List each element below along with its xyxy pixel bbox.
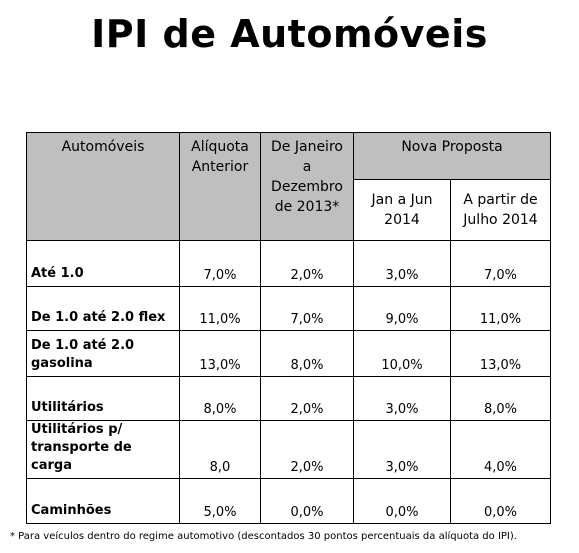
- cell-jan-jun-2014: 3,0%: [353, 376, 451, 421]
- table-row: Utilitários p/ transporte de carga 8,0 2…: [26, 420, 552, 479]
- cell-jan-jun-2014: 0,0%: [353, 478, 451, 524]
- row-label: De 1.0 até 2.0 flex: [26, 286, 180, 331]
- page-title: IPI de Automóveis: [91, 12, 488, 56]
- header-automoveis: Automóveis: [26, 132, 180, 241]
- cell-aliquota-anterior: 8,0: [179, 420, 261, 479]
- cell-aliquota-anterior: 13,0%: [179, 330, 261, 377]
- table-row: Utilitários 8,0% 2,0% 3,0% 8,0%: [26, 376, 552, 421]
- row-label: Até 1.0: [26, 240, 180, 287]
- cell-a-partir-jul-2014: 0,0%: [449, 478, 552, 524]
- cell-a-partir-jul-2014: 8,0%: [449, 376, 552, 421]
- cell-aliquota-anterior: 11,0%: [179, 286, 261, 331]
- header-jan-jun-2014: Jan a Jun 2014: [353, 179, 451, 241]
- cell-jan-dez-2013: 7,0%: [260, 286, 354, 331]
- row-label: Utilitários: [26, 376, 180, 421]
- row-label: Utilitários p/ transporte de carga: [26, 420, 180, 479]
- cell-jan-dez-2013: 0,0%: [260, 478, 354, 524]
- header-aliquota-anterior: Alíquota Anterior: [179, 132, 261, 241]
- table-row: De 1.0 até 2.0 gasolina 13,0% 8,0% 10,0%…: [26, 330, 552, 377]
- cell-jan-dez-2013: 2,0%: [260, 420, 354, 479]
- cell-jan-dez-2013: 2,0%: [260, 240, 354, 287]
- footnote: * Para veículos dentro do regime automot…: [10, 531, 517, 542]
- cell-a-partir-jul-2014: 13,0%: [449, 330, 552, 377]
- ipi-table: Automóveis Alíquota Anterior De Janeiro …: [26, 132, 552, 524]
- header-jan-dez-2013: De Janeiro a Dezembro de 2013*: [260, 132, 354, 241]
- row-label: De 1.0 até 2.0 gasolina: [26, 330, 180, 377]
- table-row: Até 1.0 7,0% 2,0% 3,0% 7,0%: [26, 240, 552, 287]
- cell-jan-dez-2013: 8,0%: [260, 330, 354, 377]
- header-nova-proposta: Nova Proposta: [352, 132, 552, 180]
- cell-jan-jun-2014: 9,0%: [353, 286, 451, 331]
- cell-a-partir-jul-2014: 7,0%: [449, 240, 552, 287]
- table-row: De 1.0 até 2.0 flex 11,0% 7,0% 9,0% 11,0…: [26, 286, 552, 331]
- cell-jan-jun-2014: 3,0%: [353, 240, 451, 287]
- cell-jan-jun-2014: 3,0%: [353, 420, 451, 479]
- cell-jan-dez-2013: 2,0%: [260, 376, 354, 421]
- cell-a-partir-jul-2014: 4,0%: [449, 420, 552, 479]
- cell-aliquota-anterior: 5,0%: [179, 478, 261, 524]
- cell-a-partir-jul-2014: 11,0%: [449, 286, 552, 331]
- cell-aliquota-anterior: 7,0%: [179, 240, 261, 287]
- cell-aliquota-anterior: 8,0%: [179, 376, 261, 421]
- cell-jan-jun-2014: 10,0%: [353, 330, 451, 377]
- row-label: Caminhões: [26, 478, 180, 524]
- table-row: Caminhões 5,0% 0,0% 0,0% 0,0%: [26, 478, 552, 524]
- header-a-partir-jul-2014: A partir de Julho 2014: [449, 179, 552, 241]
